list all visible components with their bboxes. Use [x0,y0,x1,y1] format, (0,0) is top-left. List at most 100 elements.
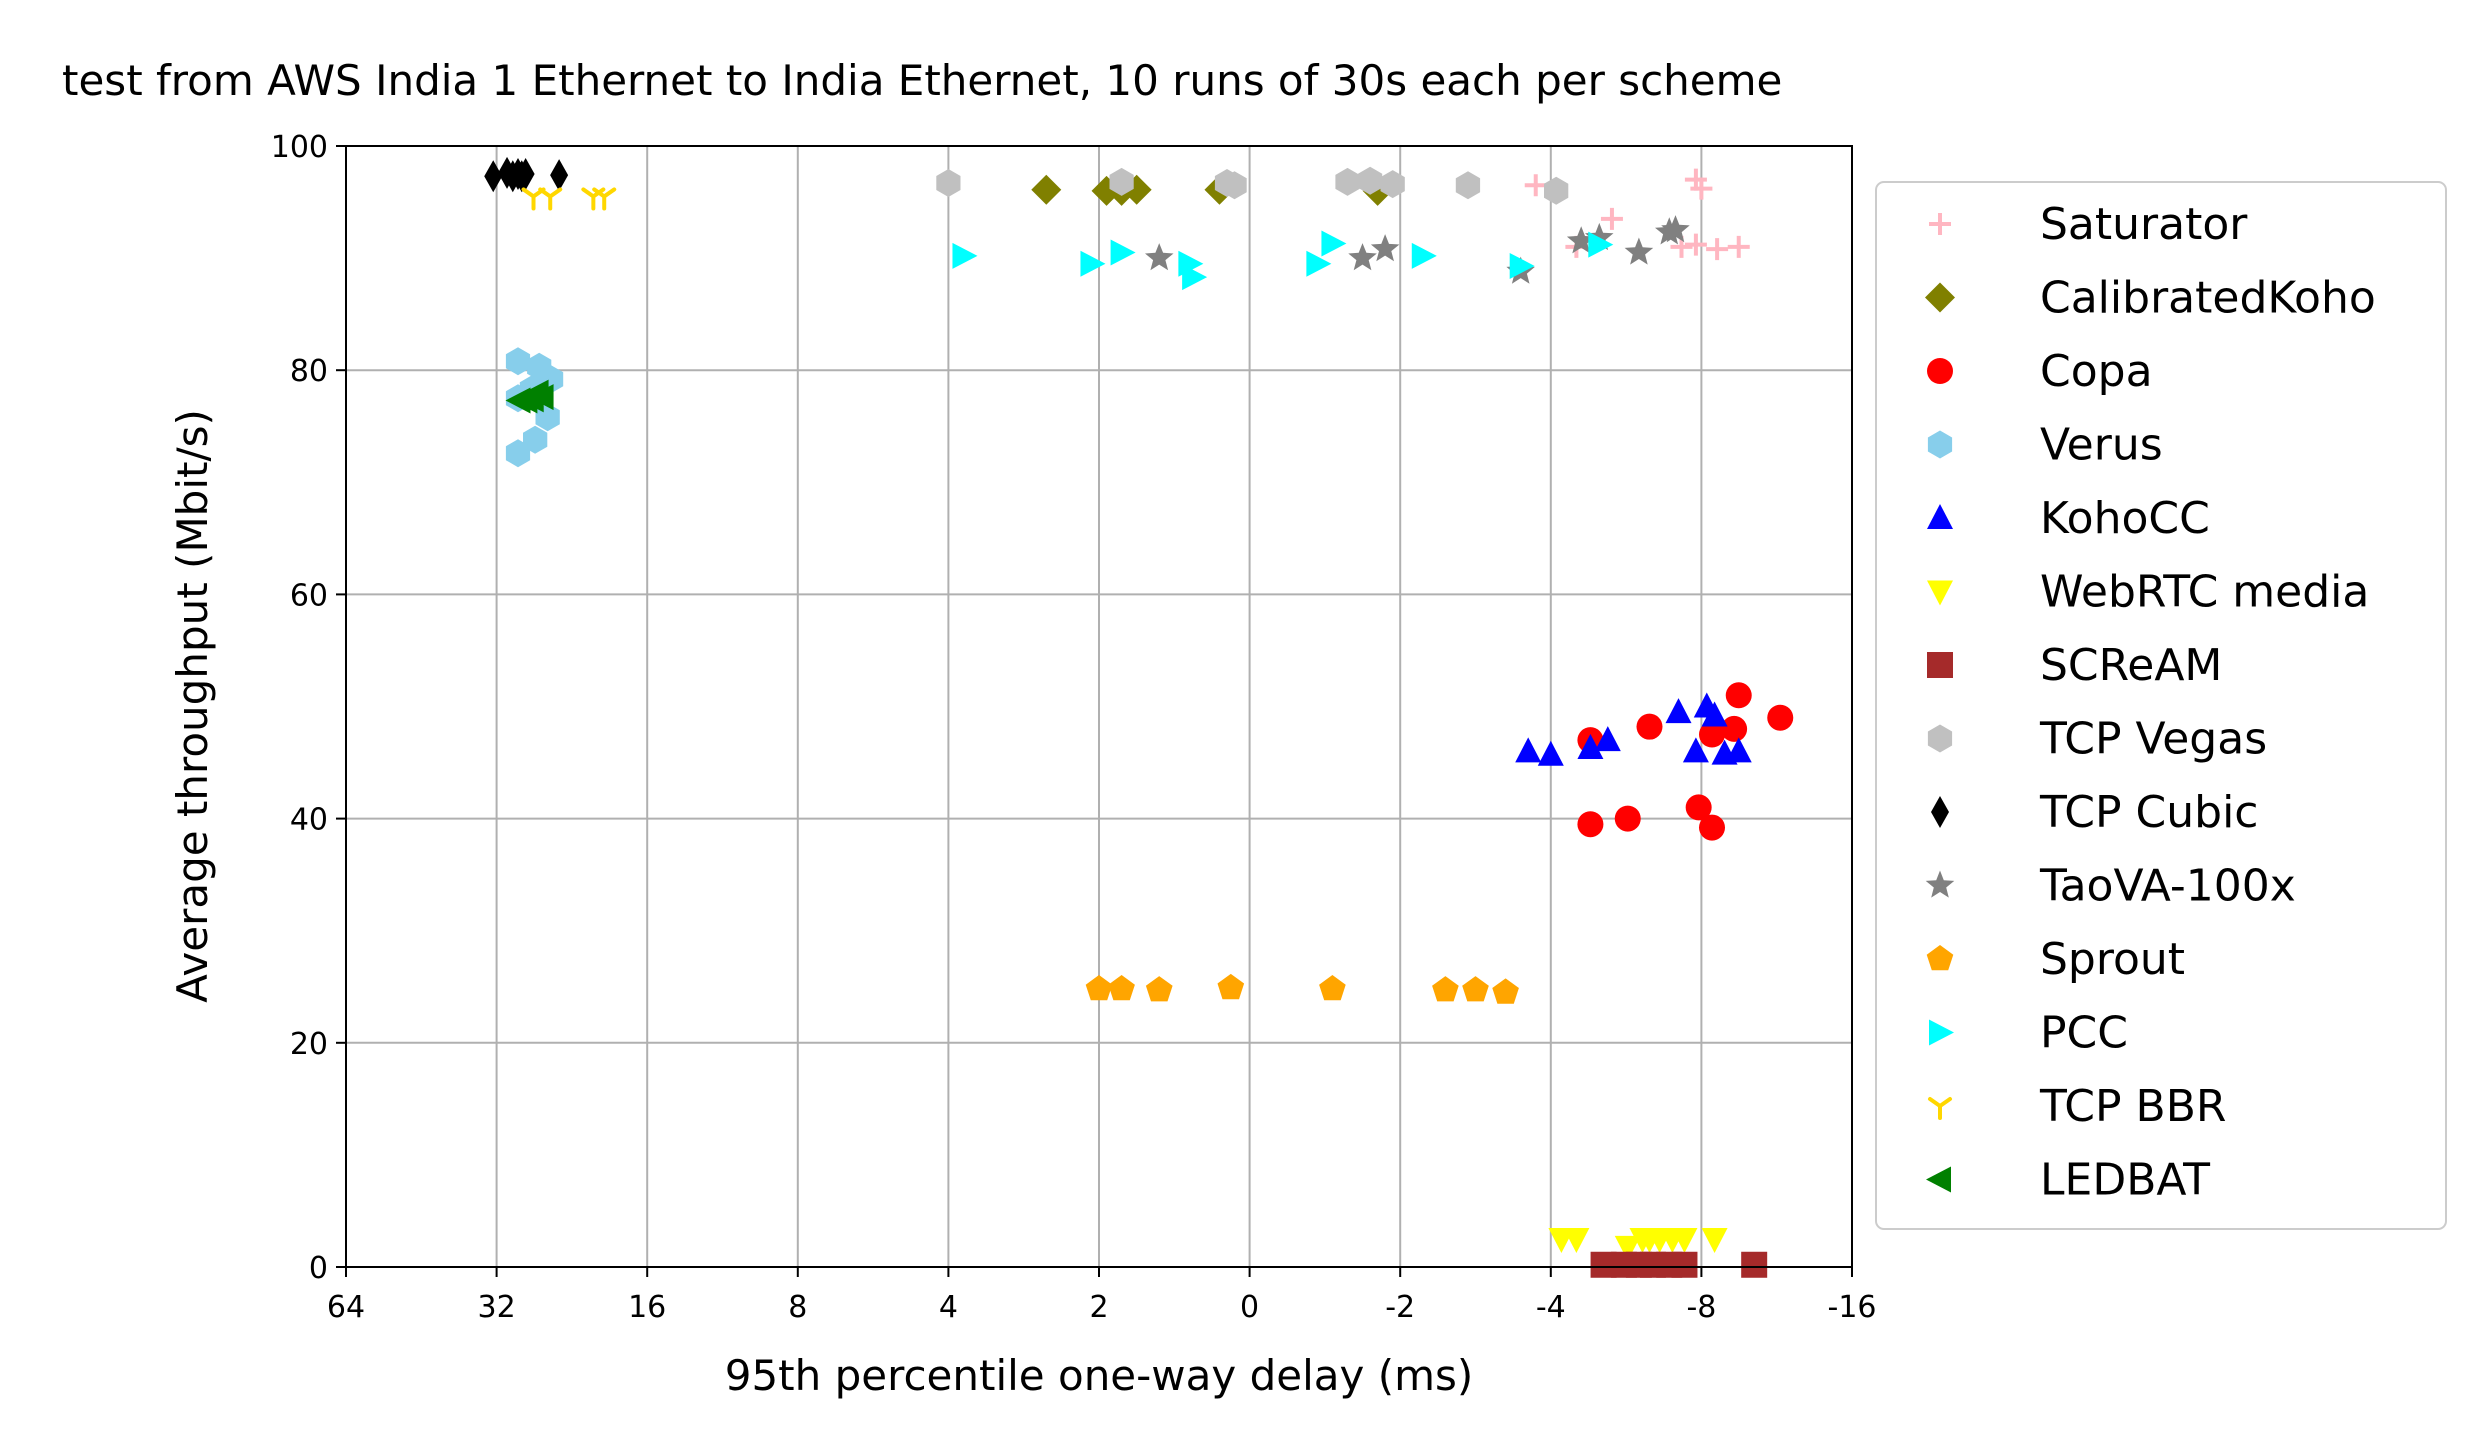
x-tick-label: 64 [327,1290,365,1325]
x-axis-ticks: 64 32 16 8 4 2 0 -2 -4 -8 -16 [327,1267,1877,1325]
data-point-taova-100x [1585,222,1614,251]
legend-label: KohoCC [2040,493,2210,544]
y-axis-label: Average throughput (Mbit/s) [168,409,217,1003]
series-tcp-bbr [521,187,617,211]
legend-label: TCP Vegas [2039,714,2267,765]
series-webrtc-media [1548,1227,1728,1261]
data-point-sprout [1145,976,1173,1002]
legend-marker-tcp-vegas [1927,724,1953,753]
data-point-kohocc [1725,737,1752,763]
data-point-pcc [1080,250,1106,277]
data-point-kohocc [1577,733,1604,759]
legend-label: WebRTC media [2040,567,2369,618]
data-point-tcp-cubic [484,160,503,193]
data-point-tcp-vegas [1335,167,1360,196]
data-point-copa [1685,794,1712,821]
data-point-taova-100x [1348,243,1377,271]
data-point-saturator [1524,174,1547,197]
legend-marker-kohocc [1927,504,1953,529]
legend-marker-scream [1927,652,1953,678]
data-point-taova-100x [1661,215,1690,243]
data-point-pcc [1321,230,1347,257]
legend-marker-sprout [1926,945,1954,971]
data-point-tcp-vegas [1544,176,1569,205]
data-point-saturator [1727,235,1750,258]
legend-label: Sprout [2040,934,2185,985]
y-tick-label: 0 [309,1251,328,1286]
x-tick-label: -4 [1536,1290,1566,1325]
data-point-kohocc [1537,740,1564,766]
data-point-ledbat [528,384,554,411]
data-point-taova-100x [1566,226,1596,254]
legend-item-tcp-cubic: TCP Cubic [1931,787,2259,838]
legend-label: SCReAM [2040,640,2222,691]
legend-item-kohocc: KohoCC [1927,493,2210,544]
data-point-scream [1671,1251,1698,1278]
data-point-tcp-vegas [936,169,961,197]
legend-marker-pcc [1929,1019,1954,1046]
data-point-pcc [1411,242,1437,269]
legend-item-sprout: Sprout [1926,934,2185,985]
data-point-sprout [1492,978,1519,1004]
series-tcp-vegas [936,166,1569,205]
data-point-sprout [1085,975,1113,1001]
x-tick-label: 16 [628,1290,666,1325]
legend-marker-ledbat [1926,1166,1951,1193]
data-point-pcc [1509,252,1535,279]
data-point-saturator [1690,177,1713,200]
series-kohocc [1515,692,1752,766]
x-tick-label: 4 [939,1290,958,1325]
data-point-webrtc-media [1614,1235,1641,1261]
data-point-kohocc [1515,737,1542,763]
data-point-webrtc-media [1563,1227,1590,1253]
data-point-scream [1741,1251,1768,1278]
data-point-copa [1699,814,1726,841]
data-point-kohocc [1594,726,1621,752]
legend-item-saturator: Saturator [1929,199,2248,250]
series-scream [1590,1251,1768,1278]
data-point-verus [505,439,531,468]
y-tick-label: 80 [290,354,328,389]
data-point-verus [505,347,531,376]
data-point-copa [1767,704,1794,731]
data-point-tcp-bbr [538,187,563,211]
data-point-saturator [1600,207,1623,230]
legend-frame [1875,181,2447,1230]
legend-label: TCP BBR [2039,1081,2226,1132]
data-point-sprout [1319,975,1346,1001]
legend-label: TaoVA-100x [2039,861,2296,912]
legend-marker-taova-100x [1925,870,1955,898]
data-point-kohocc [1701,701,1728,727]
data-point-tcp-vegas [1222,171,1247,200]
legend-item-taova-100x: TaoVA-100x [1925,861,2296,912]
legend-item-calibratedkoho: CalibratedKoho [1925,273,2376,324]
data-point-pcc [1182,264,1208,291]
data-point-sprout [1462,976,1489,1002]
series-ledbat [505,379,554,414]
data-point-pcc [1110,239,1136,266]
data-point-kohocc [1665,698,1692,724]
legend-item-copa: Copa [1927,346,2153,397]
data-point-pcc [952,242,978,269]
data-point-tcp-vegas [1109,167,1134,196]
data-point-webrtc-media [1671,1227,1698,1253]
data-point-copa [1614,805,1641,832]
legend-item-scream: SCReAM [1927,640,2222,691]
legend-item-ledbat: LEDBAT [1926,1155,2210,1206]
legend-label: Saturator [2040,199,2248,250]
x-axis-label: 95th percentile one-way delay (ms) [725,1351,1474,1400]
data-point-copa [1636,713,1663,740]
legend-marker-tcp-bbr [1928,1097,1952,1120]
data-point-taova-100x [1145,243,1174,271]
legend-label: LEDBAT [2040,1155,2210,1206]
series-sprout [1085,973,1519,1004]
series-pcc [952,230,1614,291]
legend-marker-calibratedkoho [1925,282,1955,313]
data-point-tcp-vegas [1455,171,1481,200]
data-point-tcp-bbr [592,187,617,211]
data-point-copa [1699,721,1726,748]
data-point-tcp-cubic [550,159,569,192]
y-tick-label: 20 [290,1027,328,1062]
data-point-saturator [1706,238,1729,261]
